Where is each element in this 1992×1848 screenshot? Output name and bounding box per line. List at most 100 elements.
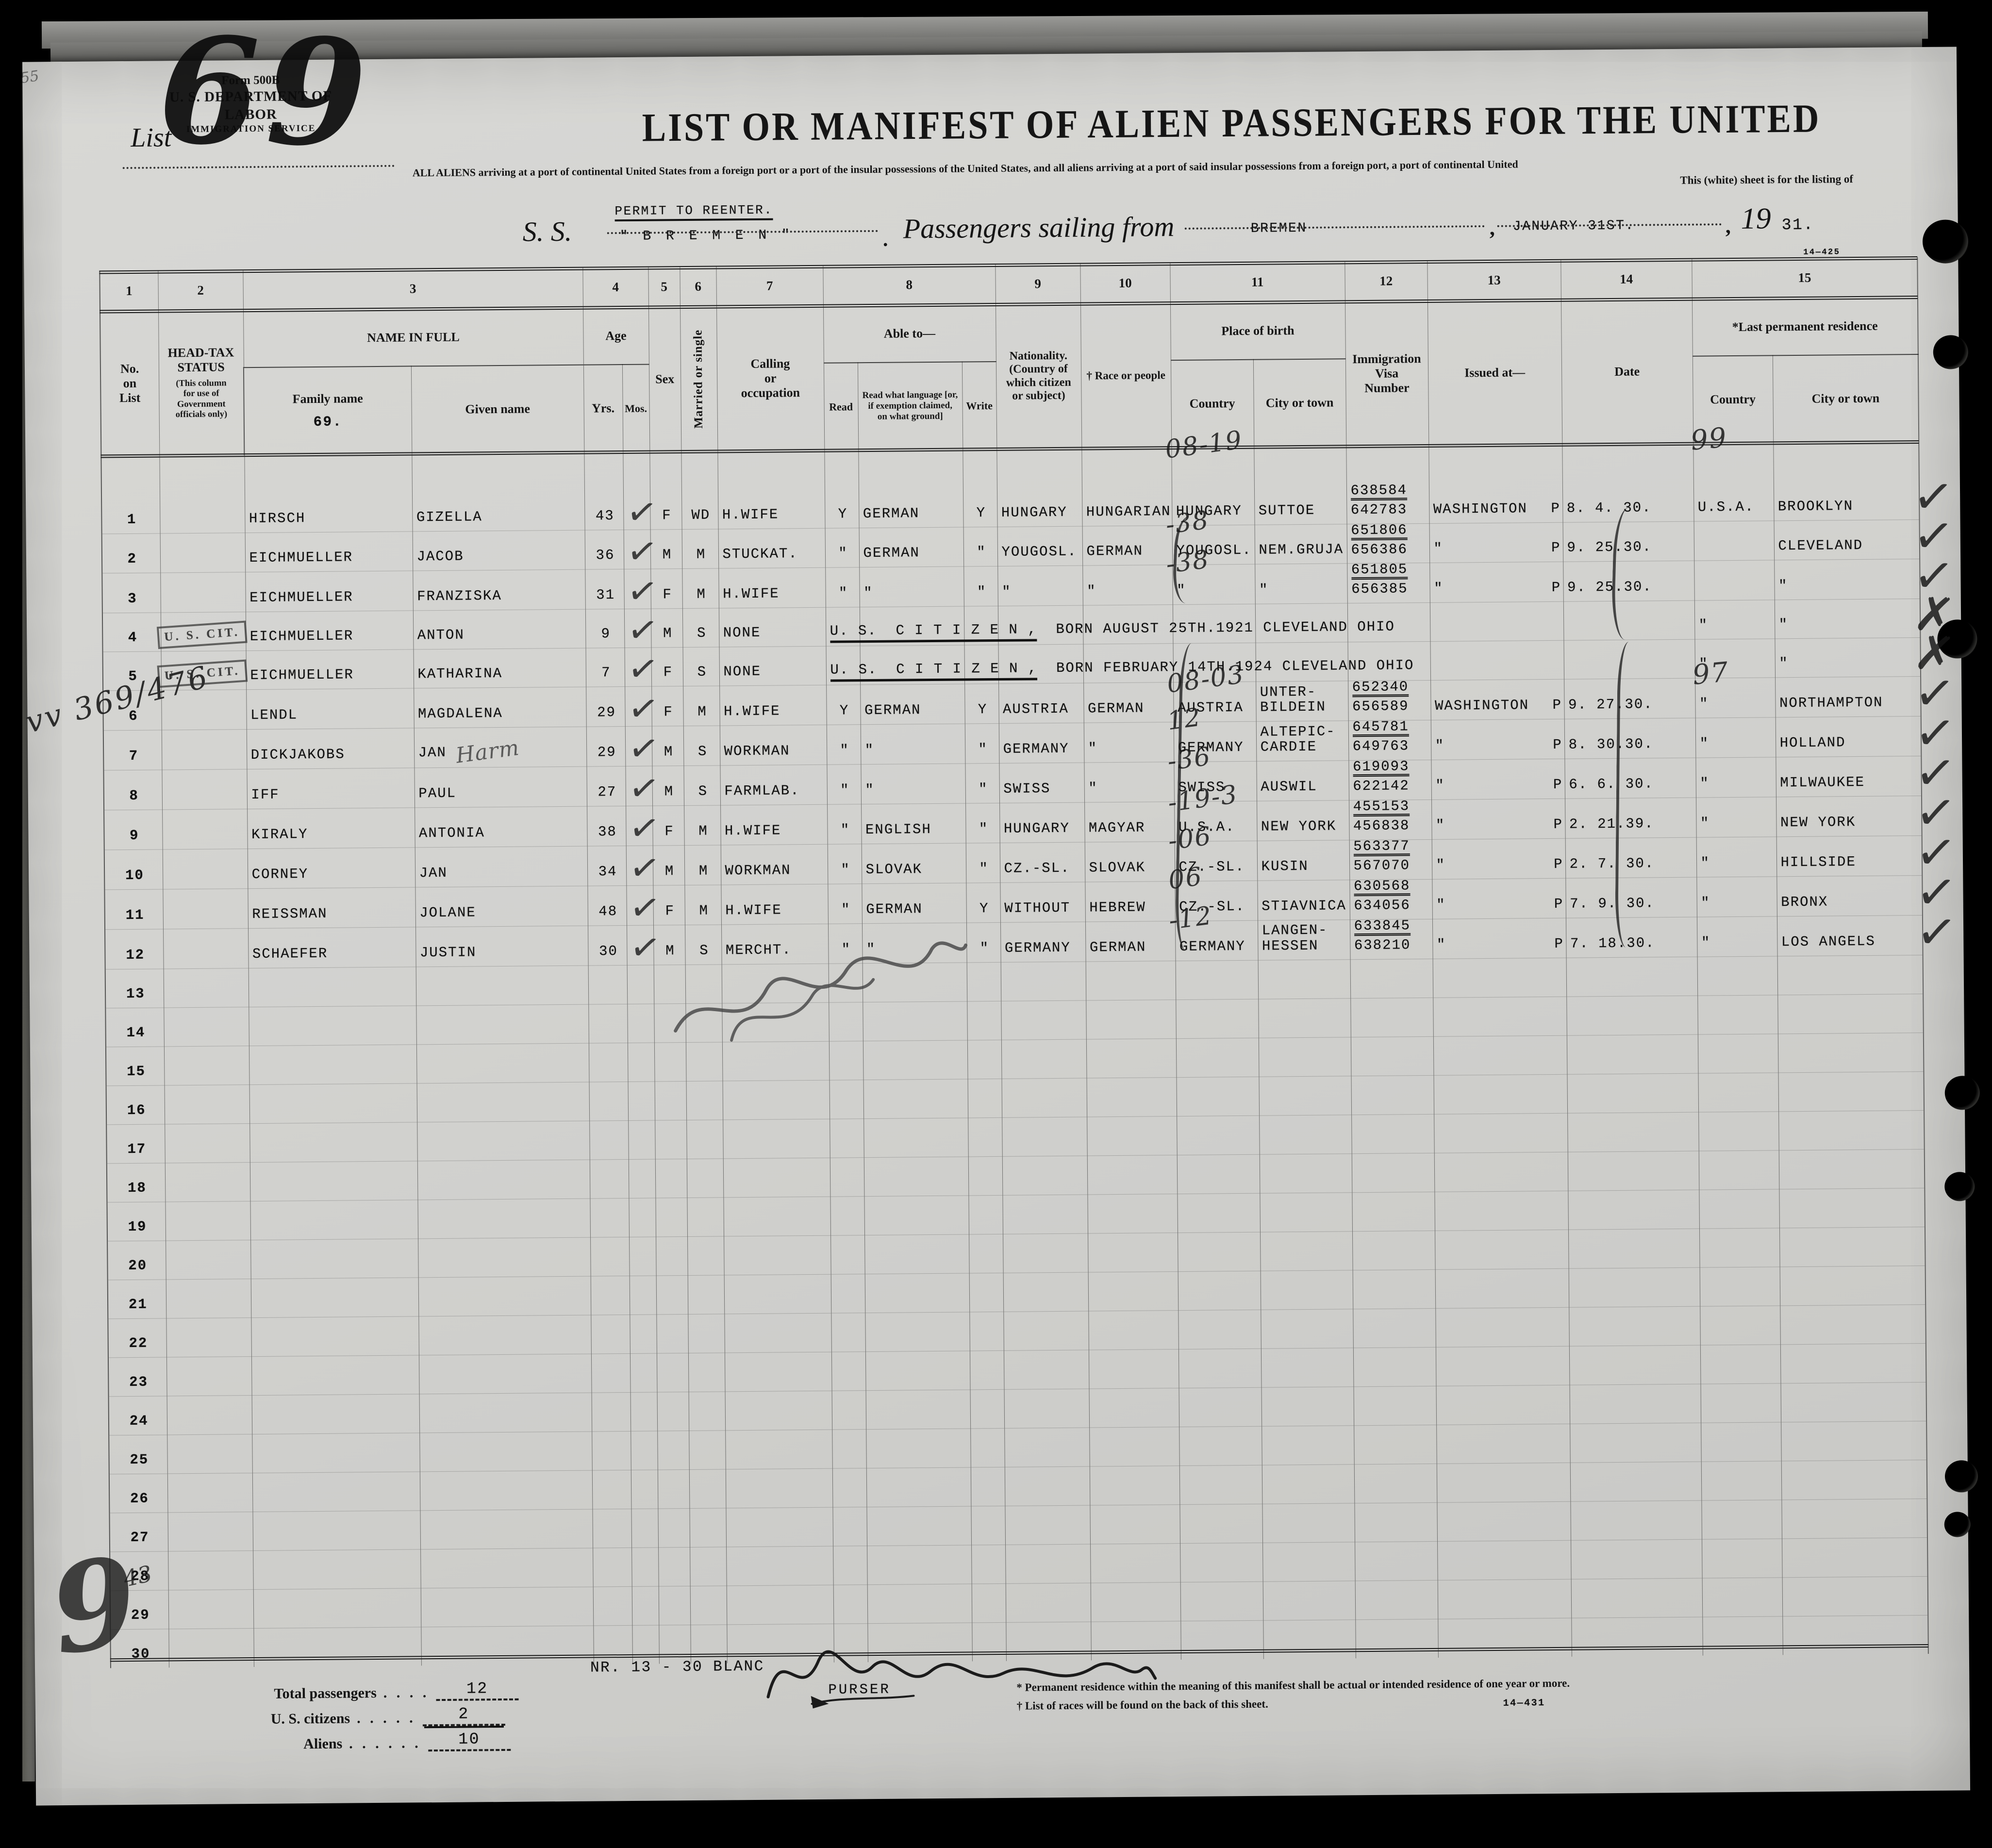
cell-given-name — [417, 1159, 590, 1200]
cell-res-country: " — [1694, 600, 1775, 640]
cell-head-tax — [166, 1317, 251, 1357]
pencil-big-nine: 9 — [42, 1529, 147, 1682]
cell-date — [1568, 1228, 1700, 1268]
cell-age-mos — [629, 1198, 656, 1237]
table-body: 1 HIRSCH GIZELLA 43 ✓ F WD H.WIFE Y GERM… — [101, 422, 1961, 1668]
col-num: 11 — [1170, 262, 1345, 303]
cell-head-tax — [162, 849, 248, 889]
cell-nationality: WITHOUT — [1000, 882, 1085, 923]
cell-row-number: 13 — [105, 968, 164, 1008]
cell-row-number: 26 — [109, 1473, 168, 1513]
cell-age-mos: ✓ — [625, 766, 663, 812]
cell-birth-city — [1259, 1115, 1352, 1154]
pencil-brace — [1614, 641, 1638, 948]
cell-married-single — [686, 1158, 724, 1198]
cell-row-number: 22 — [108, 1318, 166, 1358]
cell-nationality: HUNGARY — [999, 802, 1085, 843]
cell-family-name: KIRALY — [247, 807, 415, 849]
cell-age-mos — [630, 1353, 657, 1392]
punch-hole — [1922, 219, 1969, 264]
cell-visa-number — [1354, 1502, 1438, 1542]
col-num: 9 — [995, 264, 1080, 304]
cell-row-number: 23 — [108, 1357, 167, 1397]
header-write: Write — [962, 361, 997, 450]
cell-write: " — [965, 843, 1000, 883]
cell-language: GERMAN — [860, 684, 965, 725]
cell-family-name — [249, 1005, 416, 1046]
cell-res-country — [1701, 1422, 1781, 1462]
cell-age-yrs — [590, 1275, 630, 1315]
pencil-check: ✓ — [625, 726, 663, 772]
cell-family-name: EICHMUELLER — [245, 531, 413, 573]
cell-res-city — [1781, 1498, 1928, 1539]
cell-row-number: 19 — [107, 1201, 166, 1241]
cell-given-name: JAN — [415, 846, 588, 887]
cell-write: " — [965, 763, 1000, 803]
cell-calling — [726, 1546, 833, 1586]
cell-birth-city — [1258, 1037, 1351, 1077]
cell-race: GERMAN — [1082, 525, 1173, 566]
header-sex: Sex — [648, 307, 681, 452]
cell-family-name: EICHMUELLER — [246, 649, 414, 690]
cell-res-country — [1700, 1305, 1780, 1345]
cell-res-city: BROOKLYN ✓ — [1773, 442, 1958, 527]
passenger-row: 1 HIRSCH GIZELLA 43 ✓ F WD H.WIFE Y GERM… — [101, 422, 1958, 535]
cell-issued-at — [1438, 1617, 1572, 1658]
cell-res-city — [1780, 1343, 1926, 1383]
cell-head-tax — [167, 1434, 252, 1474]
cell-read — [830, 1235, 865, 1274]
cell-read — [832, 1468, 867, 1507]
manifest-table: 1 2 3 4 5 6 7 8 9 10 11 12 13 14 15 — [99, 257, 1961, 1668]
cell-read — [832, 1429, 866, 1468]
cell-race — [1087, 1194, 1178, 1233]
cell-write — [969, 1311, 1004, 1351]
cell-visa-number: 651805 656385 — [1347, 562, 1430, 604]
cell-visa-number — [1350, 958, 1433, 999]
cell-age-mos — [627, 1042, 655, 1082]
cell-read — [832, 1507, 867, 1546]
cell-visa-number: 619093 622142 — [1348, 758, 1432, 800]
cell-age-mos: ✓ — [625, 686, 663, 733]
header-res-city: City or town — [1772, 354, 1919, 443]
printed-period: . — [882, 228, 888, 251]
cell-read: " — [826, 724, 861, 765]
cell-race: GERMAN — [1085, 921, 1176, 962]
pencil-check: ✓ — [625, 765, 663, 812]
cell-res-city — [1781, 1420, 1927, 1461]
pencil-check: ✓ — [625, 686, 663, 733]
cell-res-country — [1697, 1033, 1778, 1073]
cell-race — [1086, 1077, 1177, 1117]
cell-age-yrs: 43 — [584, 452, 624, 530]
cell-birth-country — [1180, 1581, 1263, 1621]
cell-read — [831, 1313, 865, 1352]
cell-language — [866, 1428, 971, 1468]
cell-res-country — [1701, 1461, 1782, 1500]
cell-write — [968, 1117, 1002, 1157]
cell-birth-city — [1262, 1503, 1355, 1543]
cell-birth-country — [1175, 960, 1259, 1000]
cell-birth-country — [1179, 1465, 1262, 1505]
header-race: † Race or people — [1080, 303, 1172, 449]
cell-married-single — [688, 1352, 725, 1392]
cell-age-yrs — [590, 1198, 630, 1237]
cell-read — [833, 1546, 867, 1585]
cell-birth-country — [1177, 1154, 1260, 1194]
cell-birth-city: AUSWIL — [1256, 760, 1349, 801]
cell-age-mos: ✓ — [626, 924, 664, 971]
cell-race — [1088, 1232, 1178, 1272]
cell-given-name: KATHARINA — [413, 648, 586, 689]
cell-date — [1566, 1034, 1698, 1074]
cell-calling: H.WIFE — [719, 685, 827, 726]
cell-issued-at — [1437, 1579, 1572, 1619]
cell-race: GERMAN — [1083, 682, 1174, 723]
cell-res-city: LOS ANGELS ✓ — [1776, 901, 1961, 963]
cell-issued-at — [1430, 640, 1564, 681]
cell-res-country — [1700, 1383, 1781, 1423]
cell-nationality — [1005, 1544, 1091, 1583]
cell-married-single — [690, 1547, 727, 1586]
cell-read — [831, 1351, 866, 1391]
cell-married-single — [687, 1236, 724, 1276]
cell-language — [866, 1506, 972, 1546]
cell-age-yrs — [588, 1042, 628, 1082]
cell-birth-city — [1258, 998, 1351, 1038]
